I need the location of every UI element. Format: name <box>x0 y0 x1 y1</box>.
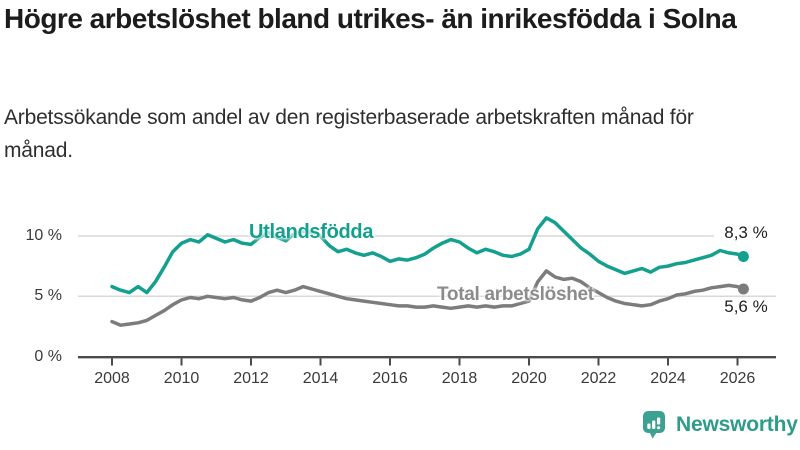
x-tick-label: 2008 <box>94 370 130 387</box>
x-tick-label: 2020 <box>511 370 547 387</box>
brand-logo: Newsworthy <box>642 410 798 440</box>
y-tick-label: 0 % <box>34 347 62 365</box>
page-title: Högre arbetslöshet bland utrikes- än inr… <box>4 3 737 34</box>
x-tick-label: 2016 <box>372 370 408 387</box>
x-tick-label: 2024 <box>650 370 686 387</box>
newsworthy-icon <box>643 411 665 439</box>
x-tick-label: 2022 <box>580 370 617 387</box>
x-tick-label: 2014 <box>302 370 339 387</box>
x-tick-label: 2012 <box>233 370 269 387</box>
end-value-total-arbetsloshet: 5,6 % <box>724 297 768 316</box>
x-tick-label: 2010 <box>163 370 200 387</box>
series-label-utlandsfodda: Utlandsfödda <box>249 221 374 243</box>
brand-name: Newsworthy <box>676 413 798 436</box>
x-tick-label: 2026 <box>719 370 756 387</box>
series-label-total-arbetsloshet: Total arbetslöshet <box>437 284 594 305</box>
x-tick-label: 2018 <box>441 370 478 387</box>
y-tick-label: 5 % <box>34 287 62 305</box>
y-tick-label: 10 % <box>25 227 62 244</box>
end-value-utlandsfodda: 8,3 % <box>714 223 778 243</box>
page-subtitle: Arbetssökande som andel av den registerb… <box>4 106 694 162</box>
